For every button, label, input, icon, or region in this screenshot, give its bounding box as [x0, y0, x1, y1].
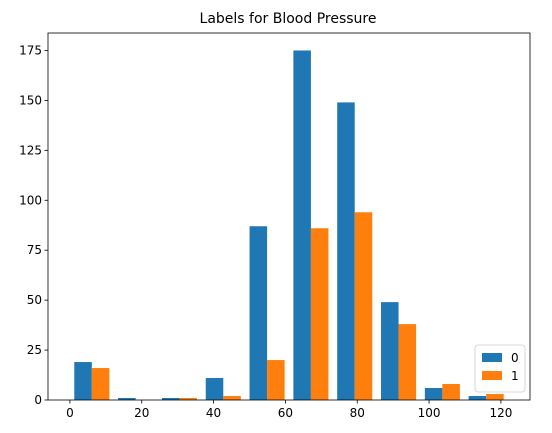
plot-frame: [47, 32, 531, 401]
bar-series-0-bin-3: [205, 378, 224, 400]
y-tick-label: 75: [27, 243, 42, 257]
y-tick-label: 150: [19, 93, 42, 107]
y-tick-label: 125: [19, 143, 42, 157]
x-tick-label: 0: [66, 406, 74, 420]
bar-series-1-bin-7: [398, 324, 417, 400]
legend-swatch-0: [482, 353, 502, 362]
y-tick-label: 100: [19, 193, 42, 207]
bar-series-1-bin-0: [91, 368, 110, 400]
bar-series-0-bin-7: [381, 302, 399, 400]
x-tick-label: 40: [206, 406, 221, 420]
bar-series-0-bin-5: [293, 50, 311, 400]
bar-series-1-bin-9: [486, 394, 504, 400]
chart-title: Labels for Blood Pressure: [200, 11, 377, 27]
axes-layer: 0 20 40 60 80 100 120 0 25 50 75 100 125 150 175: [19, 32, 531, 420]
bar-series-0-bin-4: [249, 226, 268, 400]
bar-series-0-bin-6: [337, 102, 355, 400]
y-tick-label: 0: [34, 393, 42, 407]
legend-swatch-1: [482, 371, 502, 380]
x-tick-label: 80: [350, 406, 365, 420]
bar-series-1-bin-6: [354, 212, 373, 400]
bar-series-0-bin-0: [74, 362, 92, 400]
bar-series-1-bin-5: [310, 228, 329, 400]
legend-label-0: 0: [511, 351, 519, 365]
bar-series-0-bin-2: [161, 398, 180, 400]
bar-series-1-bin-3: [223, 396, 241, 400]
x-tick-label: 100: [418, 406, 441, 420]
y-tick-label: 25: [27, 343, 42, 357]
bars-layer: [74, 50, 504, 400]
x-tick-label: 120: [489, 406, 512, 420]
bar-series-0-bin-9: [468, 396, 487, 400]
x-tick-label: 20: [134, 406, 149, 420]
x-tick-label: 60: [278, 406, 293, 420]
bar-series-1-bin-8: [442, 384, 460, 400]
y-tick-label: 50: [27, 293, 42, 307]
legend-label-1: 1: [511, 369, 519, 383]
bar-series-1-bin-2: [179, 398, 197, 400]
y-tick-label: 175: [19, 43, 42, 57]
bar-series-1-bin-4: [267, 360, 285, 400]
legend: 01: [474, 344, 526, 393]
bar-series-0-bin-1: [118, 398, 136, 400]
bar-series-0-bin-8: [424, 388, 443, 400]
